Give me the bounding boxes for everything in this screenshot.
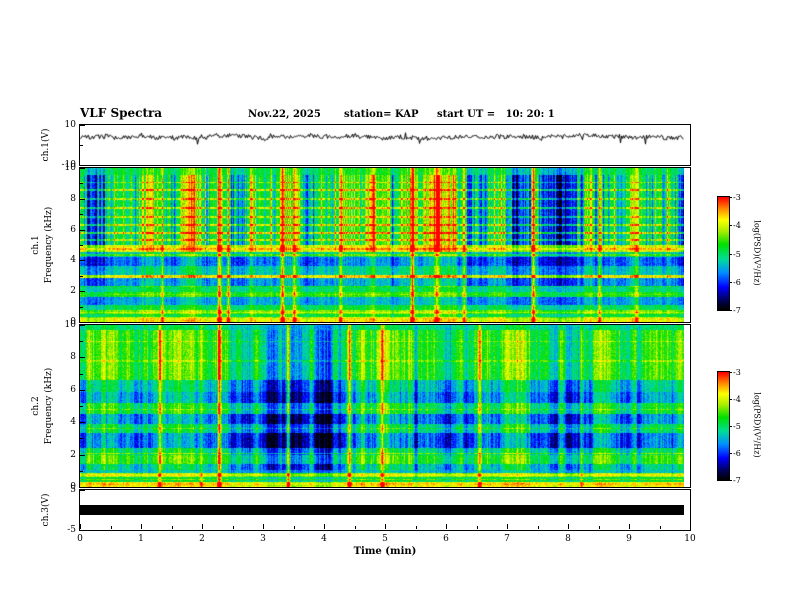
cb-tick-label: -3 bbox=[733, 368, 741, 377]
y-tick-label: 10 bbox=[64, 320, 76, 330]
ch1-waveform-canvas bbox=[80, 125, 684, 165]
y-tick-label: 8 bbox=[70, 352, 76, 363]
plot-title: VLF Spectra bbox=[80, 106, 163, 120]
x-axis-label: Time (min) bbox=[353, 546, 417, 557]
ch1-spectrogram-canvas bbox=[80, 168, 684, 322]
ch1v-axis-label: ch.1(V) bbox=[41, 128, 51, 162]
x-tick-label: 6 bbox=[443, 534, 449, 544]
cb-tick-label: -7 bbox=[733, 306, 741, 315]
colorbar2 bbox=[717, 371, 730, 481]
cb-tick-label: -3 bbox=[733, 193, 741, 202]
ch3v-axis-label: ch.3(V) bbox=[41, 493, 51, 527]
x-tick-label: 9 bbox=[626, 534, 632, 544]
x-tick-label: 8 bbox=[565, 534, 571, 544]
y-tick-label: 0 bbox=[70, 317, 76, 327]
cb-tick-label: -7 bbox=[733, 476, 741, 485]
y-tick-label: 8 bbox=[70, 193, 76, 204]
ch1-spectrogram-panel bbox=[79, 167, 691, 323]
cb-tick-label: -5 bbox=[733, 422, 741, 431]
x-tick-label: 2 bbox=[199, 534, 205, 544]
x-tick-label: 10 bbox=[684, 534, 696, 544]
cb-tick-label: -4 bbox=[733, 221, 741, 231]
x-tick-label: 5 bbox=[382, 534, 388, 544]
ch3-signal-bar bbox=[80, 505, 684, 515]
y-tick-label: 10 bbox=[64, 163, 76, 173]
x-tick-label: 0 bbox=[77, 534, 83, 544]
ch3-waveform-panel bbox=[79, 489, 691, 531]
y-tick-label: 2 bbox=[70, 449, 76, 460]
cb-tick-label: -4 bbox=[733, 395, 741, 404]
ch2-channel-label: ch.2 bbox=[31, 396, 41, 416]
cb-tick-label: -6 bbox=[733, 277, 741, 287]
x-tick-label: 1 bbox=[138, 534, 144, 544]
ch2-frequency-axis-label: Frequency (kHz) bbox=[44, 367, 54, 445]
colorbar1 bbox=[717, 196, 730, 311]
ch1-channel-label: ch.1 bbox=[31, 235, 41, 255]
cb-tick-label: -6 bbox=[733, 449, 741, 458]
x-tick-label: 4 bbox=[321, 534, 327, 544]
cb-tick-label: -5 bbox=[733, 249, 741, 259]
x-tick-label: 7 bbox=[504, 534, 510, 544]
ch2-spectrogram-panel bbox=[79, 324, 691, 488]
ch2-spectrogram-canvas bbox=[80, 325, 684, 487]
date-label: Nov.22, 2025 bbox=[248, 109, 321, 120]
colorbar1-label: log(PSD)(V²/Hz) bbox=[752, 220, 762, 286]
y-tick-label: 0 bbox=[70, 482, 76, 492]
ch1-waveform-panel bbox=[79, 124, 691, 166]
start-ut-label: start UT = 10: 20: 1 bbox=[437, 109, 555, 120]
x-tick-label: 3 bbox=[260, 534, 266, 544]
colorbar2-label: log(PSD)(V²/Hz) bbox=[752, 392, 762, 458]
y-tick-label: 2 bbox=[70, 286, 76, 297]
station-label: station= KAP bbox=[344, 109, 419, 120]
ch1-frequency-axis-label: Frequency (kHz) bbox=[44, 206, 54, 284]
